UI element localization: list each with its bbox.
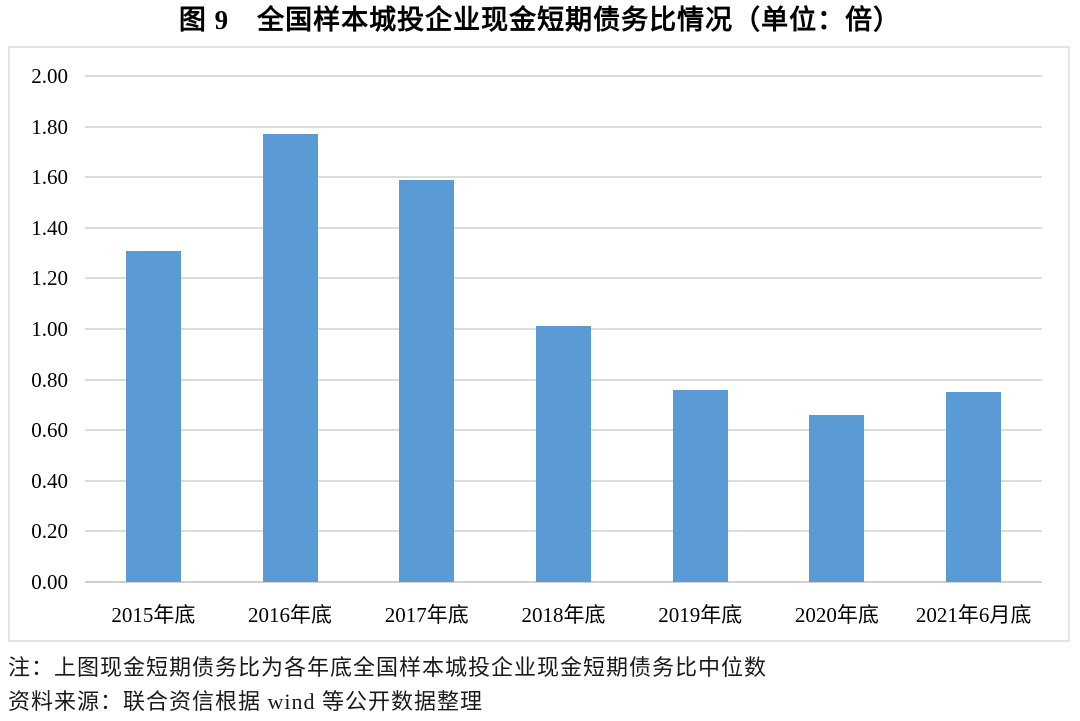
bar-2015年底 [125,250,181,582]
bar-2020年底 [809,415,865,582]
chart-source: 资料来源：联合资信根据 wind 等公开数据整理 [8,689,484,714]
y-tick-label: 1.80 [31,114,68,139]
x-tick-label: 2020年底 [794,603,879,627]
x-tick-label: 2016年底 [248,603,333,627]
x-tick-label: 2021年6月底 [915,603,1032,627]
x-axis-line [85,581,1042,583]
y-tick-label: 2.00 [31,64,68,88]
y-tick-label: 0.20 [31,519,68,544]
y-tick-label: 0.80 [31,367,68,392]
chart-title: 图 9 全国样本城投企业现金短期债务比情况（单位：倍） [178,5,902,35]
chart-note: 注：上图现金短期债务比为各年底全国样本城投企业现金短期债务比中位数 [8,655,768,680]
plot-area: 0.00 0.20 0.40 0.60 0.80 1.00 1.20 1.40 1.60 1.80… [10,48,1068,640]
y-tick-label: 1.00 [31,317,68,341]
x-tick-label: 2015年底 [111,603,196,627]
y-tick-label: 0.00 [31,570,68,594]
bar-2016年底 [262,134,318,582]
x-tick-label: 2019年底 [658,603,743,627]
x-tick-label: 2017年底 [384,603,469,627]
gridline [85,176,1042,179]
gridline [85,277,1042,280]
gridline [85,226,1042,229]
y-tick-label: 1.40 [31,215,68,240]
y-tick-label: 0.40 [31,468,68,493]
gridline [85,125,1042,128]
bar-2017年底 [399,179,455,582]
gridline [85,75,1042,77]
y-tick-label: 0.60 [31,418,68,443]
x-tick-label: 2018年底 [521,603,606,627]
bar-2021年6月底 [946,392,1002,582]
y-tick-label: 1.20 [31,266,68,291]
bar-2019年底 [672,389,728,582]
chart-frame: 0.00 0.20 0.40 0.60 0.80 1.00 1.20 1.40 1.60 1.80… [8,46,1070,642]
bar-2018年底 [536,326,591,582]
y-tick-label: 1.60 [31,165,68,190]
